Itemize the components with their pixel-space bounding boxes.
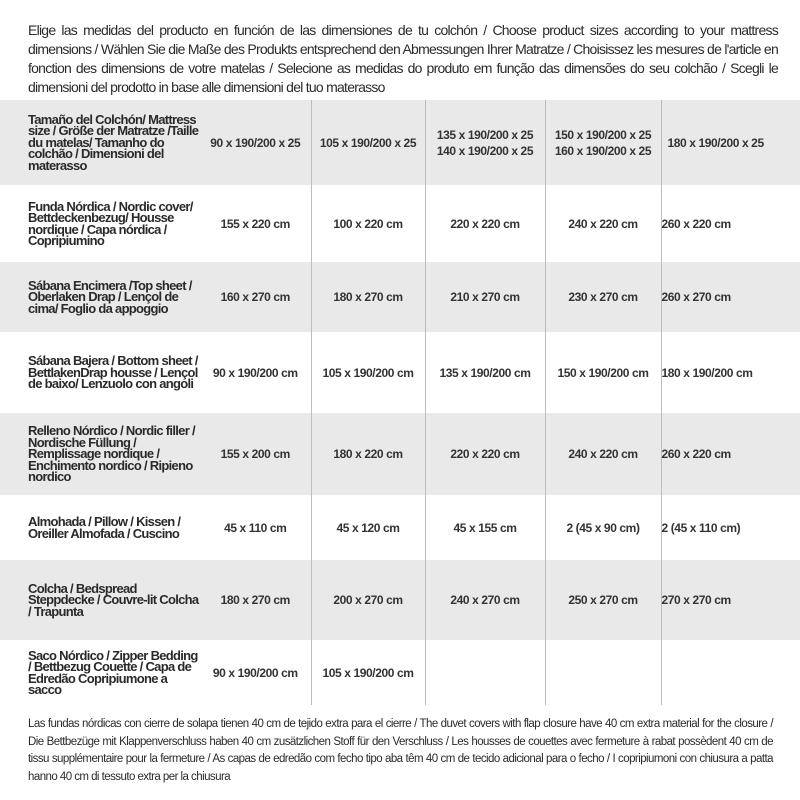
header-cell: 105 x 190/200 x 25 bbox=[310, 100, 425, 185]
size-cell: 180 x 220 cm bbox=[310, 413, 425, 495]
size-cell: 220 x 220 cm bbox=[424, 185, 545, 262]
size-cell: 180 x 270 cm bbox=[310, 262, 425, 332]
size-cell: 160 x 270 cm bbox=[200, 262, 311, 332]
header-size: 105 x 190/200 x 25 bbox=[319, 135, 417, 150]
size-cell: 155 x 220 cm bbox=[220, 216, 291, 231]
size-cell: 260 x 220 cm bbox=[660, 413, 800, 495]
size-cell: 240 x 220 cm bbox=[544, 185, 661, 262]
size-cell: 180 x 270 cm bbox=[200, 560, 311, 640]
size-cell: 150 x 190/200 cm bbox=[544, 332, 661, 413]
row-label: Colcha / Bedspread Steppdecke / Couvre-l… bbox=[0, 560, 200, 640]
header-cell: 90 x 190/200 x 25 bbox=[200, 100, 311, 185]
size-cell: 105 x 190/200 cm bbox=[310, 640, 425, 705]
size-cell: 155 x 200 cm bbox=[200, 413, 311, 495]
header-size: 150 x 190/200 x 25 bbox=[554, 127, 652, 142]
header-size: 140 x 190/200 x 25 bbox=[436, 143, 534, 158]
table-row: Sábana Encimera /Top sheet / Oberlaken D… bbox=[0, 262, 800, 332]
size-cell: 100 x 220 cm bbox=[310, 185, 425, 262]
size-cell: 230 x 270 cm bbox=[544, 262, 661, 332]
header-size: 180 x 190/200 x 25 bbox=[667, 135, 765, 150]
table-row: Colcha / Bedspread Steppdecke / Couvre-l… bbox=[0, 560, 800, 640]
table-row: Almohada / Pillow / Kissen / Oreiller Al… bbox=[0, 495, 800, 560]
header-cell: 135 x 190/200 x 25 140 x 190/200 x 25 bbox=[424, 100, 545, 185]
header-cell: 150 x 190/200 x 25 160 x 190/200 x 25 bbox=[544, 100, 661, 185]
size-cell: 180 x 190/200 cm bbox=[660, 332, 800, 413]
size-cell: 45 x 120 cm bbox=[310, 495, 425, 560]
row-label: Saco Nórdico / Zipper Bedding / Bettbezu… bbox=[28, 647, 198, 697]
header-label: Tamaño del Colchón/ Mattress size / Größ… bbox=[0, 100, 200, 185]
table-header-row: Tamaño del Colchón/ Mattress size / Größ… bbox=[0, 100, 800, 185]
intro-text: Elige las medidas del producto en funció… bbox=[28, 22, 779, 95]
size-cell: 210 x 270 cm bbox=[424, 262, 545, 332]
header-size: 160 x 190/200 x 25 bbox=[554, 143, 652, 158]
size-cell: 135 x 190/200 cm bbox=[424, 332, 545, 413]
table-row: Funda Nórdica / Nordic cover/ Bettdecken… bbox=[0, 185, 800, 262]
size-cell: 240 x 270 cm bbox=[424, 560, 545, 640]
size-cell: 105 x 190/200 cm bbox=[310, 332, 425, 413]
table-row: Relleno Nórdico / Nordic filler / Nordis… bbox=[0, 413, 800, 495]
size-cell: 45 x 110 cm bbox=[224, 520, 287, 535]
size-cell: 90 x 190/200 cm bbox=[212, 365, 298, 380]
size-cell: 220 x 220 cm bbox=[424, 413, 545, 495]
row-label: Funda Nórdica / Nordic cover/ Bettdecken… bbox=[28, 198, 193, 248]
size-cell bbox=[660, 640, 800, 705]
header-size: 90 x 190/200 x 25 bbox=[210, 135, 301, 150]
size-cell: 2 (45 x 110 cm) bbox=[660, 495, 800, 560]
size-cell: 45 x 155 cm bbox=[424, 495, 545, 560]
row-label: Almohada / Pillow / Kissen / Oreiller Al… bbox=[28, 514, 181, 541]
size-cell: 240 x 220 cm bbox=[544, 413, 661, 495]
size-cell bbox=[424, 640, 545, 705]
row-label: Relleno Nórdico / Nordic filler / Nordis… bbox=[0, 413, 200, 495]
size-cell: 250 x 270 cm bbox=[544, 560, 661, 640]
table-row: Sábana Bajera / Bottom sheet / Bettlaken… bbox=[0, 332, 800, 413]
footer-note: Las fundas nórdicas con cierre de solapa… bbox=[28, 718, 774, 783]
size-cell: 260 x 220 cm bbox=[660, 185, 800, 262]
table-row: Saco Nórdico / Zipper Bedding / Bettbezu… bbox=[0, 640, 800, 705]
size-cell: 90 x 190/200 cm bbox=[212, 665, 298, 680]
size-cell: 200 x 270 cm bbox=[310, 560, 425, 640]
size-cell bbox=[544, 640, 661, 705]
size-table: Tamaño del Colchón/ Mattress size / Größ… bbox=[0, 100, 800, 705]
size-cell: 2 (45 x 90 cm) bbox=[544, 495, 661, 560]
row-label: Sábana Encimera /Top sheet / Oberlaken D… bbox=[0, 262, 200, 332]
size-cell: 270 x 270 cm bbox=[660, 560, 800, 640]
header-size: 135 x 190/200 x 25 bbox=[436, 127, 534, 142]
size-cell: 260 x 270 cm bbox=[660, 262, 800, 332]
row-label: Sábana Bajera / Bottom sheet / Bettlaken… bbox=[28, 353, 198, 392]
header-cell: 180 x 190/200 x 25 bbox=[660, 100, 800, 185]
